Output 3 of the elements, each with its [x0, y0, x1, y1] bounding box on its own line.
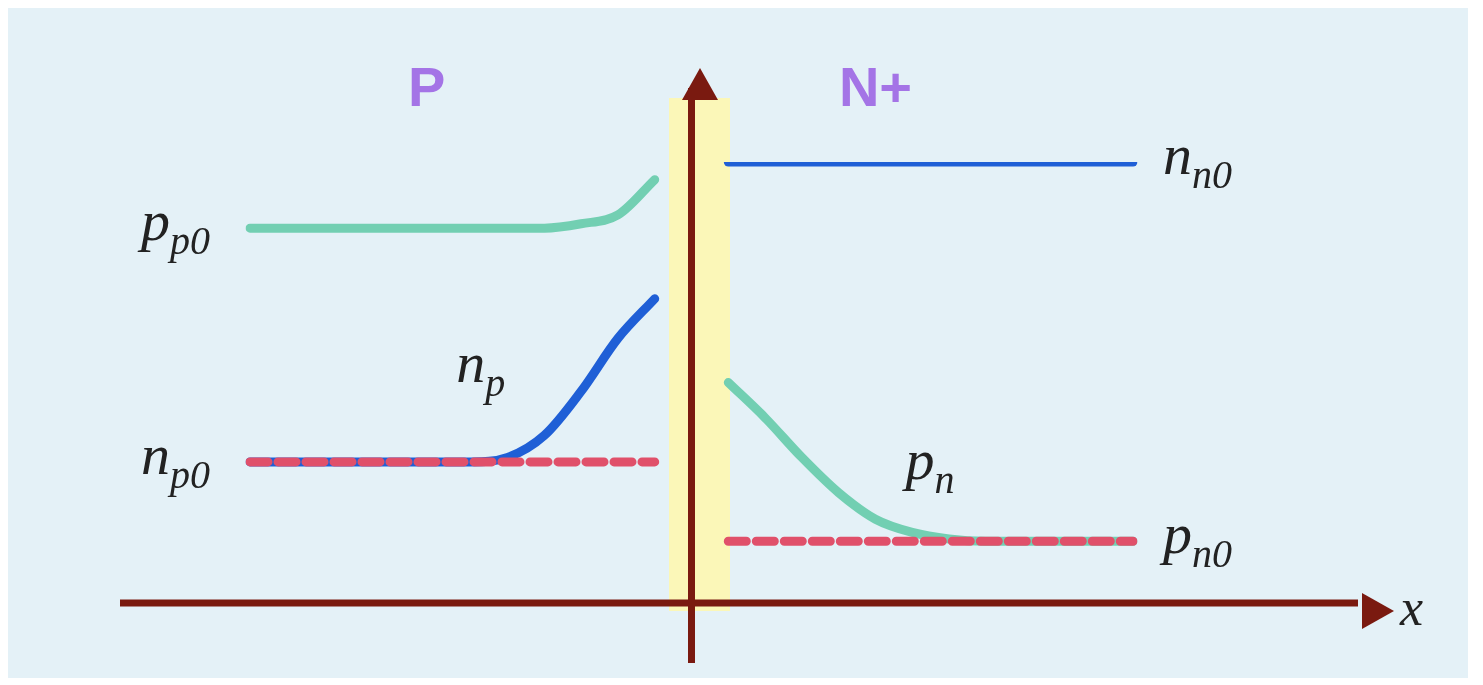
- text: N+: [838, 55, 913, 118]
- x-axis-title: x: [1399, 578, 1424, 636]
- text: P: [407, 55, 446, 118]
